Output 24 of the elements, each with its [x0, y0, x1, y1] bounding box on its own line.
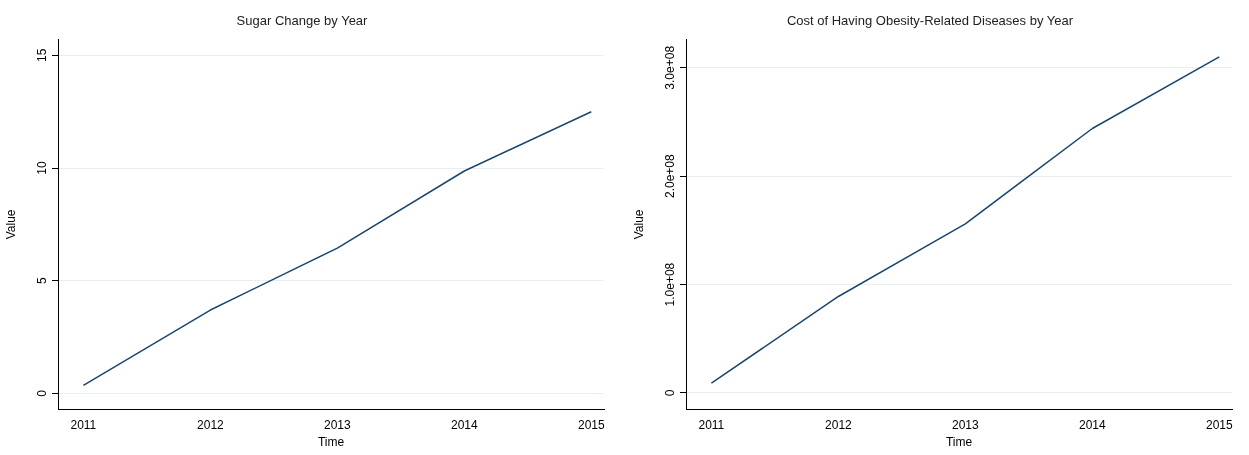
y-tick-label: 1.0e+08: [663, 262, 678, 307]
x-tick-label: 2011: [698, 417, 725, 432]
x-tick-label: 2014: [450, 417, 478, 432]
y-tick-label: 0: [35, 389, 50, 397]
x-tick-label: 2013: [952, 417, 980, 432]
y-tick-label: 5: [35, 277, 50, 285]
x-axis-title: Time: [945, 435, 973, 450]
y-tick-label: 0: [663, 389, 678, 397]
y-tick-label: 3.0e+08: [663, 45, 678, 90]
x-tick-label: 2012: [197, 417, 225, 432]
y-tick-label: 2.0e+08: [663, 153, 678, 199]
chart-title: Sugar Change by Year: [236, 13, 369, 29]
x-tick-label: 2015: [1205, 417, 1233, 432]
x-axis-title: Time: [317, 435, 345, 450]
x-tick-label: 2013: [324, 417, 352, 432]
x-tick-label: 2012: [825, 417, 853, 432]
chart-title: Cost of Having Obesity-Related Diseases by Year: [786, 13, 1074, 29]
y-axis-title: Value: [3, 209, 18, 240]
x-tick-label: 2011: [70, 417, 97, 432]
y-tick-label: 10: [35, 161, 50, 175]
y-axis-title: Value: [631, 209, 646, 240]
x-tick-label: 2014: [1078, 417, 1106, 432]
x-tick-label: 2015: [577, 417, 605, 432]
y-tick-label: 15: [35, 48, 50, 63]
